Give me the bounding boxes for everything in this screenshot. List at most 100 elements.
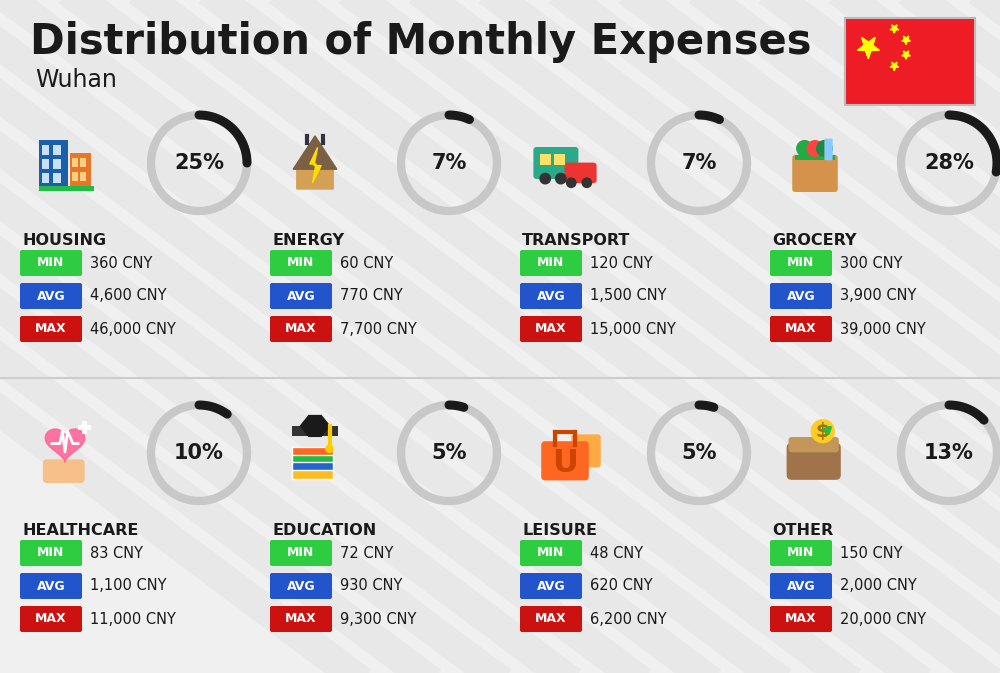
FancyBboxPatch shape (770, 316, 832, 342)
Text: 3,900 CNY: 3,900 CNY (840, 289, 916, 304)
Text: AVG: AVG (37, 289, 65, 302)
Text: MAX: MAX (535, 322, 567, 336)
FancyBboxPatch shape (520, 316, 582, 342)
FancyBboxPatch shape (270, 316, 332, 342)
Text: OTHER: OTHER (772, 523, 833, 538)
FancyBboxPatch shape (270, 250, 332, 276)
Text: AVG: AVG (287, 289, 315, 302)
Polygon shape (890, 25, 899, 33)
Text: 360 CNY: 360 CNY (90, 256, 152, 271)
Text: 2,000 CNY: 2,000 CNY (840, 579, 917, 594)
Polygon shape (890, 62, 899, 71)
Text: 15,000 CNY: 15,000 CNY (590, 322, 676, 336)
Circle shape (807, 141, 823, 156)
FancyBboxPatch shape (42, 173, 49, 183)
Text: Distribution of Monthly Expenses: Distribution of Monthly Expenses (30, 21, 812, 63)
FancyBboxPatch shape (20, 606, 82, 632)
FancyBboxPatch shape (520, 250, 582, 276)
FancyBboxPatch shape (565, 163, 597, 183)
FancyBboxPatch shape (292, 447, 333, 456)
Text: 1,500 CNY: 1,500 CNY (590, 289, 666, 304)
Text: MIN: MIN (37, 546, 65, 559)
Polygon shape (297, 139, 333, 189)
Text: MIN: MIN (787, 546, 815, 559)
Text: 770 CNY: 770 CNY (340, 289, 403, 304)
FancyBboxPatch shape (795, 155, 835, 160)
Circle shape (797, 141, 812, 156)
Text: 13%: 13% (924, 443, 974, 463)
FancyBboxPatch shape (571, 434, 601, 468)
FancyBboxPatch shape (70, 153, 91, 186)
Text: MAX: MAX (285, 612, 317, 625)
Text: MIN: MIN (37, 256, 65, 269)
Text: MIN: MIN (287, 546, 315, 559)
Text: 9,300 CNY: 9,300 CNY (340, 612, 416, 627)
FancyBboxPatch shape (770, 250, 832, 276)
Text: 7%: 7% (681, 153, 717, 173)
Polygon shape (300, 415, 330, 436)
Text: 120 CNY: 120 CNY (590, 256, 653, 271)
FancyBboxPatch shape (270, 540, 332, 566)
FancyBboxPatch shape (845, 18, 975, 105)
Polygon shape (902, 36, 910, 44)
FancyBboxPatch shape (72, 157, 78, 167)
FancyBboxPatch shape (53, 145, 61, 155)
Text: 300 CNY: 300 CNY (840, 256, 902, 271)
Text: 28%: 28% (924, 153, 974, 173)
Text: 7%: 7% (431, 153, 467, 173)
Text: 10%: 10% (174, 443, 224, 463)
Text: TRANSPORT: TRANSPORT (522, 233, 630, 248)
Text: HEALTHCARE: HEALTHCARE (22, 523, 138, 538)
FancyBboxPatch shape (270, 283, 332, 309)
FancyBboxPatch shape (824, 139, 833, 160)
Text: MIN: MIN (537, 256, 565, 269)
Text: MIN: MIN (537, 546, 565, 559)
Circle shape (582, 178, 592, 188)
FancyBboxPatch shape (80, 172, 86, 181)
FancyBboxPatch shape (520, 606, 582, 632)
FancyBboxPatch shape (42, 159, 49, 169)
FancyBboxPatch shape (554, 153, 565, 165)
Text: MAX: MAX (785, 612, 817, 625)
Polygon shape (293, 136, 337, 169)
FancyBboxPatch shape (20, 316, 82, 342)
FancyBboxPatch shape (39, 139, 68, 186)
Text: $: $ (816, 422, 830, 441)
FancyBboxPatch shape (520, 573, 582, 599)
Text: 620 CNY: 620 CNY (590, 579, 653, 594)
Text: MAX: MAX (35, 612, 67, 625)
FancyBboxPatch shape (80, 157, 86, 167)
Polygon shape (902, 51, 910, 59)
Text: HOUSING: HOUSING (22, 233, 106, 248)
Text: ENERGY: ENERGY (272, 233, 344, 248)
Text: 20,000 CNY: 20,000 CNY (840, 612, 926, 627)
FancyBboxPatch shape (787, 443, 841, 480)
Text: MIN: MIN (287, 256, 315, 269)
FancyBboxPatch shape (292, 426, 338, 436)
Text: U: U (552, 448, 578, 479)
FancyBboxPatch shape (270, 573, 332, 599)
Text: MAX: MAX (535, 612, 567, 625)
Text: 48 CNY: 48 CNY (590, 546, 643, 561)
Text: 11,000 CNY: 11,000 CNY (90, 612, 176, 627)
FancyBboxPatch shape (20, 283, 82, 309)
Text: 83 CNY: 83 CNY (90, 546, 143, 561)
Circle shape (556, 174, 566, 184)
Text: MIN: MIN (787, 256, 815, 269)
FancyBboxPatch shape (53, 159, 61, 169)
FancyBboxPatch shape (770, 573, 832, 599)
FancyBboxPatch shape (20, 250, 82, 276)
FancyBboxPatch shape (540, 153, 551, 165)
FancyBboxPatch shape (292, 454, 333, 463)
FancyBboxPatch shape (770, 540, 832, 566)
FancyBboxPatch shape (292, 470, 333, 479)
Text: GROCERY: GROCERY (772, 233, 856, 248)
FancyBboxPatch shape (520, 283, 582, 309)
FancyBboxPatch shape (770, 283, 832, 309)
Text: AVG: AVG (287, 579, 315, 592)
Text: MAX: MAX (785, 322, 817, 336)
Text: EDUCATION: EDUCATION (272, 523, 376, 538)
Text: MAX: MAX (285, 322, 317, 336)
Text: MAX: MAX (35, 322, 67, 336)
FancyBboxPatch shape (292, 462, 333, 471)
